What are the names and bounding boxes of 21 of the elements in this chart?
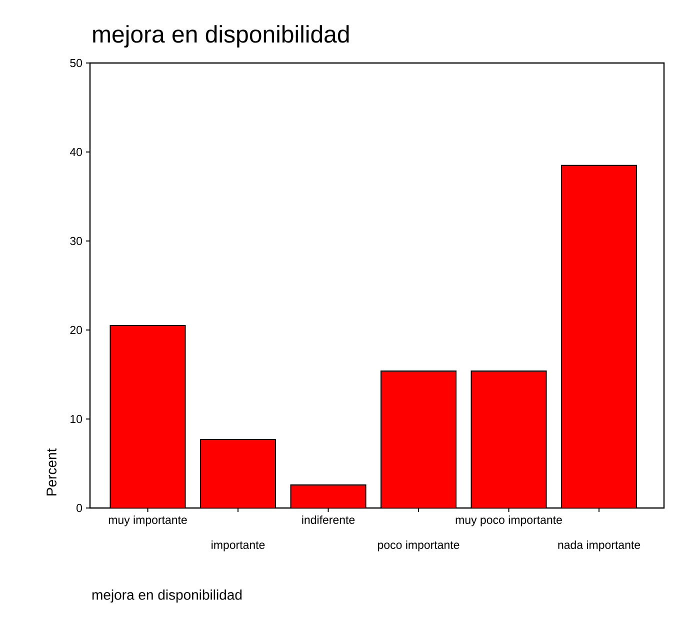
bar [470,370,547,508]
bar [380,370,457,508]
y-axis-title: Percent [46,448,56,496]
x-tick-label: importante [212,540,265,552]
x-tick-label: muy importante [108,516,187,526]
bar [200,438,276,508]
y-tick-label: 30 [70,236,82,246]
x-axis-title: mejora en disponibilidad [92,590,242,603]
x-tick-label: muy poco importante [456,516,562,526]
y-tick-label: 0 [76,504,82,512]
chart-title: mejora en disponibilidad [93,25,349,48]
bar [110,325,186,508]
y-tick-label: 50 [70,58,82,68]
y-tick-label: 40 [70,148,82,156]
y-tick-label: 10 [70,414,82,424]
y-tick-label: 20 [70,326,82,334]
bar [561,164,638,508]
x-tick-label: indiferente [302,516,355,524]
x-tick-label: poco importante [378,540,460,552]
bar [290,484,366,508]
x-tick-label: nada importante [558,540,640,552]
